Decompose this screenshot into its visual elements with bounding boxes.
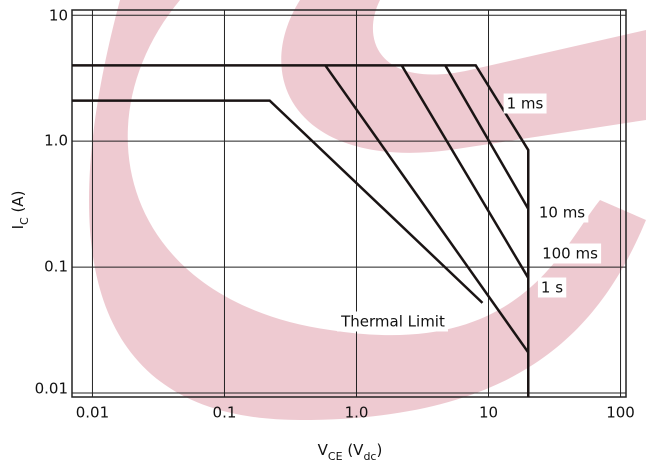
label-text: (A): [9, 191, 27, 218]
series-label: 100 ms: [542, 245, 598, 263]
watermark: [89, 0, 646, 420]
x-tick-label: 10: [479, 404, 498, 422]
y-tick-label: 1.0: [44, 132, 68, 150]
series-label: 1 ms: [507, 95, 544, 113]
x-tick-label: 0.1: [213, 404, 237, 422]
series-label: 10 ms: [539, 204, 585, 222]
x-tick-label: 0.01: [76, 404, 109, 422]
label-text: I: [9, 225, 27, 229]
x-tick-label: 1.0: [345, 404, 369, 422]
y-tick-label: 0.1: [44, 258, 68, 276]
label-text: (V: [343, 441, 365, 459]
series-label: Thermal Limit: [340, 313, 445, 331]
series-line: [72, 64, 530, 397]
y-tick-label: 10: [49, 7, 68, 25]
label-background: [337, 311, 448, 332]
label-text: ): [376, 441, 382, 459]
x-tick-label: 100: [606, 404, 635, 422]
subscript: dc: [363, 450, 376, 463]
series-line: [324, 64, 530, 354]
x-axis-label: VCE (Vdc): [318, 441, 383, 463]
label-background: [503, 93, 547, 114]
series-line: [400, 64, 530, 279]
series-line: [72, 99, 484, 304]
label-background: [537, 277, 567, 298]
y-axis-label: IC (A): [9, 191, 31, 230]
y-tick-label: 0.01: [35, 380, 68, 398]
series-label: 1 s: [541, 279, 563, 297]
label-text: V: [318, 441, 329, 459]
plot-frame: [71, 9, 627, 398]
subscript: C: [18, 217, 31, 225]
label-background: [535, 202, 589, 223]
watermark: [281, 0, 646, 153]
subscript: CE: [328, 450, 343, 463]
label-background: [539, 243, 602, 264]
series-line: [444, 64, 530, 210]
